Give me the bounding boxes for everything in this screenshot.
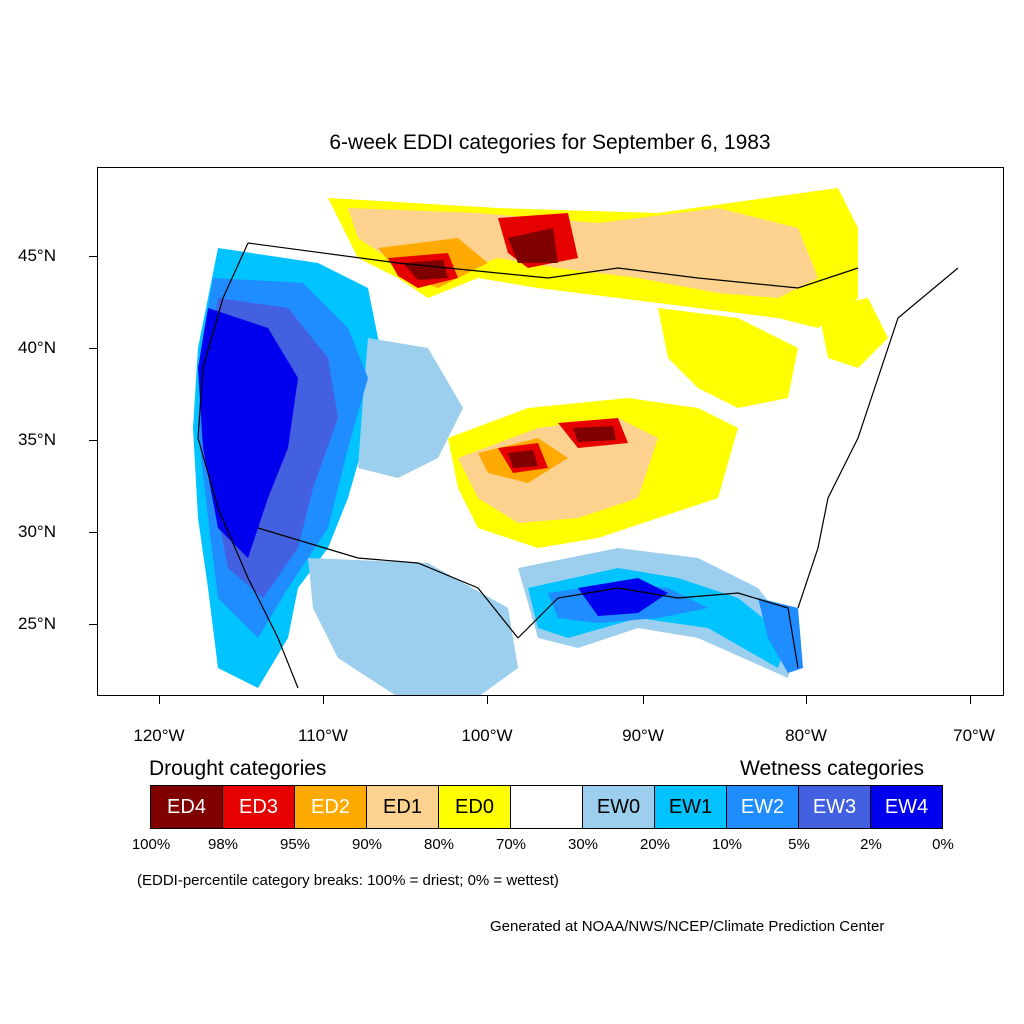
lon-tick (159, 696, 160, 704)
lon-tick (643, 696, 644, 704)
dry-north-ed1 (348, 208, 818, 298)
lat-tick (89, 624, 97, 625)
breaks-note: (EDDI-percentile category breaks: 100% =… (137, 872, 559, 889)
percent-break-label: 5% (788, 836, 810, 853)
lat-tick (89, 348, 97, 349)
dry-plains-ed4 (508, 450, 538, 468)
legend-swatch-ew0: EW0 (582, 785, 655, 829)
wet-west-ew0 (358, 338, 463, 478)
percent-break-label: 98% (207, 836, 239, 853)
lat-tick (89, 256, 97, 257)
legend-swatch-ew1: EW1 (654, 785, 727, 829)
boundaries (197, 242, 959, 689)
lon-tick (970, 696, 971, 704)
lon-label-70w: 70°W (953, 726, 995, 745)
percent-break-label: 90% (351, 836, 383, 853)
dry-lakes-ed0 (658, 308, 798, 408)
percent-break-label: 2% (860, 836, 882, 853)
legend-swatch-ed0: ED0 (438, 785, 511, 829)
percent-break-label: 10% (711, 836, 743, 853)
dry-northeast-ed0 (818, 298, 888, 368)
category-legend: ED4 ED3 ED2 ED1 ED0 EW0 EW1 EW2 EW3 EW4 (150, 785, 943, 829)
percent-break-label: 20% (639, 836, 671, 853)
lon-label-80w: 80°W (785, 726, 827, 745)
lat-label-40n: 40°N (18, 338, 56, 357)
percent-break-label: 95% (279, 836, 311, 853)
legend-swatch-ew4: EW4 (870, 785, 943, 829)
lat-tick (89, 440, 97, 441)
percent-break-label: 30% (567, 836, 599, 853)
wet-gulf-ew4 (578, 578, 668, 616)
dry-missouri-ed4 (573, 426, 616, 442)
legend-swatch-neutral (510, 785, 583, 829)
dry-regions (328, 188, 888, 548)
us-canada-border (247, 242, 859, 289)
wetness-heading: Wetness categories (740, 757, 925, 780)
lon-label-120w: 120°W (133, 726, 185, 745)
wet-florida-ew2 (758, 598, 803, 673)
lon-label-110w: 110°W (298, 726, 348, 745)
wet-regions (193, 248, 803, 695)
lat-label-30n: 30°N (18, 522, 56, 541)
eddi-map (97, 167, 1004, 696)
lon-tick (487, 696, 488, 704)
lat-tick (89, 532, 97, 533)
wet-mexico-ew0 (308, 558, 518, 695)
lon-tick (323, 696, 324, 704)
map-title: 6-week EDDI categories for September 6, … (329, 131, 771, 154)
map-canvas (193, 188, 959, 695)
lon-label-100w: 100°W (461, 726, 513, 745)
dry-superior-ed4 (508, 228, 558, 263)
percent-break-label: 100% (131, 836, 171, 853)
legend-swatch-ew2: EW2 (726, 785, 799, 829)
legend-swatch-ed1: ED1 (366, 785, 439, 829)
legend-swatch-ed3: ED3 (222, 785, 295, 829)
percent-break-label: 0% (932, 836, 954, 853)
wet-west-ew4 (198, 308, 298, 558)
lat-label-45n: 45°N (18, 246, 56, 265)
credit-text: Generated at NOAA/NWS/NCEP/Climate Predi… (490, 918, 885, 935)
lat-label-25n: 25°N (18, 614, 56, 633)
gulf-coastline (517, 587, 799, 669)
drought-heading: Drought categories (149, 757, 327, 780)
lon-label-90w: 90°W (622, 726, 664, 745)
us-mexico-border (257, 527, 519, 639)
east-coastline (797, 267, 959, 609)
legend-swatch-ed2: ED2 (294, 785, 367, 829)
percent-break-label: 70% (495, 836, 527, 853)
lat-label-35n: 35°N (18, 430, 56, 449)
percent-break-label: 80% (423, 836, 455, 853)
lon-tick (806, 696, 807, 704)
west-coastline (197, 242, 299, 689)
legend-swatch-ed4: ED4 (150, 785, 223, 829)
legend-swatch-ew3: EW3 (798, 785, 871, 829)
